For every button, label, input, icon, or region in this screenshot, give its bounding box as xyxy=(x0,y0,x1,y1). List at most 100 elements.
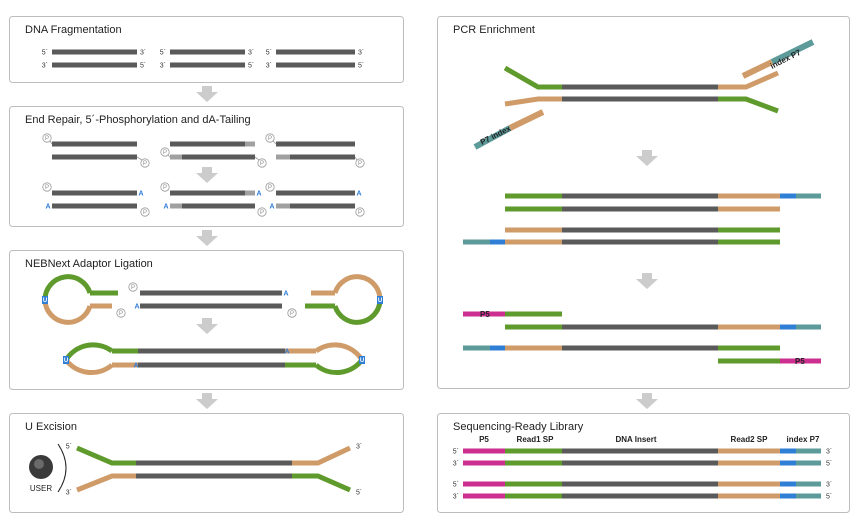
library-strand xyxy=(562,448,718,454)
pcr-strand xyxy=(505,311,562,317)
phosphate-label: P xyxy=(143,210,147,216)
library-strand xyxy=(463,460,505,466)
adaptor-arm-green xyxy=(76,445,136,466)
uracil-label: U xyxy=(64,358,68,364)
dna-fragment-top xyxy=(276,49,355,55)
strand-segment xyxy=(140,303,282,309)
three-prime-end-label: 3´ xyxy=(140,50,146,57)
phosphate-icon xyxy=(116,308,126,318)
p5-label: P5 xyxy=(795,357,805,366)
phosphate-label: P xyxy=(143,161,147,167)
uracil-label: U xyxy=(43,298,47,304)
primer-teal xyxy=(473,125,512,150)
adaptor-arm-tan xyxy=(504,96,562,107)
down-arrow-icon xyxy=(636,273,658,289)
header-read1: Read1 SP xyxy=(517,435,555,444)
phosphate-link xyxy=(49,140,53,145)
adaptor-loop-green xyxy=(63,342,114,362)
dna-fragment-bottom xyxy=(52,62,137,68)
strand-segment xyxy=(245,141,255,147)
adaptor-arm-green xyxy=(718,96,779,114)
panel-end-repair xyxy=(9,106,404,227)
library-strand xyxy=(718,481,780,487)
a-tail-label: A xyxy=(133,363,138,370)
library-strand xyxy=(796,481,821,487)
five-prime-end-label: 5´ xyxy=(453,449,459,456)
panel-title: End Repair, 5´-Phosphorylation and dA-Ta… xyxy=(25,114,251,126)
library-strand xyxy=(505,493,562,499)
phosphate-label: P xyxy=(45,185,49,191)
phosphate-icon xyxy=(287,308,297,318)
pcr-strand xyxy=(490,345,505,351)
strand-segment xyxy=(136,460,292,466)
pcr-strand xyxy=(718,227,780,233)
library-strand xyxy=(718,448,780,454)
strand-segment xyxy=(276,203,290,209)
library-strand xyxy=(463,481,505,487)
pcr-strand xyxy=(505,227,562,233)
phosphate-icon xyxy=(160,182,170,192)
strand-segment xyxy=(52,203,137,209)
library-strand xyxy=(780,493,796,499)
strand-segment xyxy=(170,203,182,209)
pcr-strand xyxy=(718,324,780,330)
phosphate-link xyxy=(136,156,143,161)
primer-tan xyxy=(741,59,774,79)
phosphate-label: P xyxy=(358,161,362,167)
three-prime-end-label: 3´ xyxy=(160,63,166,70)
three-prime-end-label: 3´ xyxy=(826,449,832,456)
phosphate-icon xyxy=(140,207,150,217)
phosphate-icon xyxy=(140,158,150,168)
phosphate-link xyxy=(167,154,171,158)
adaptor-loop-green xyxy=(42,274,93,301)
strand-segment xyxy=(562,96,718,102)
adaptor-loop-tan xyxy=(64,358,114,376)
pcr-strand xyxy=(505,345,562,351)
phosphate-icon xyxy=(355,207,365,217)
uracil-marker xyxy=(377,296,383,304)
down-arrow-icon xyxy=(196,86,218,102)
pcr-strand xyxy=(463,311,505,317)
adaptor-loop-tan xyxy=(42,299,93,325)
library-strand xyxy=(796,460,821,466)
pcr-strand xyxy=(463,239,490,245)
pcr-strand xyxy=(505,206,562,212)
down-arrow-icon xyxy=(196,318,218,334)
pcr-strand xyxy=(780,358,821,364)
down-arrow-icon xyxy=(196,230,218,246)
adaptor-arm-green xyxy=(503,65,562,90)
strand-segment xyxy=(140,290,282,296)
phosphate-label: P xyxy=(290,311,294,317)
library-strand xyxy=(780,481,796,487)
strand-segment xyxy=(290,154,355,160)
a-tail-label: A xyxy=(138,191,143,198)
phosphate-link xyxy=(272,140,277,145)
adaptor-arm-tan xyxy=(292,445,352,466)
phosphate-link xyxy=(254,156,260,161)
adaptor-arm-green xyxy=(292,473,352,493)
dna-fragment-top xyxy=(170,49,245,55)
phosphate-icon xyxy=(265,182,275,192)
header-insert: DNA Insert xyxy=(615,435,656,444)
library-strand xyxy=(463,448,505,454)
adaptor-loop-tan xyxy=(332,274,383,301)
library-strand xyxy=(505,460,562,466)
three-prime-end-label: 3´ xyxy=(826,482,832,489)
p5-label: P5 xyxy=(480,310,490,319)
dna-fragment-bottom xyxy=(276,62,355,68)
library-strand xyxy=(796,493,821,499)
five-prime-end-label: 5´ xyxy=(453,482,459,489)
pcr-strand xyxy=(505,193,562,199)
five-prime-end-label: 5´ xyxy=(42,50,48,57)
adaptor-arm-tan xyxy=(718,70,780,90)
adaptor-stem-tan xyxy=(311,290,335,296)
pcr-strand xyxy=(780,193,796,199)
a-tail-label: A xyxy=(163,204,168,211)
adaptor-stem-green xyxy=(305,303,335,309)
a-tail-label: A xyxy=(356,191,361,198)
pcr-strand xyxy=(562,239,718,245)
pcr-strand xyxy=(796,324,821,330)
a-tail-label: A xyxy=(45,204,50,211)
strand-segment xyxy=(52,154,137,160)
phosphate-label: P xyxy=(268,185,272,191)
